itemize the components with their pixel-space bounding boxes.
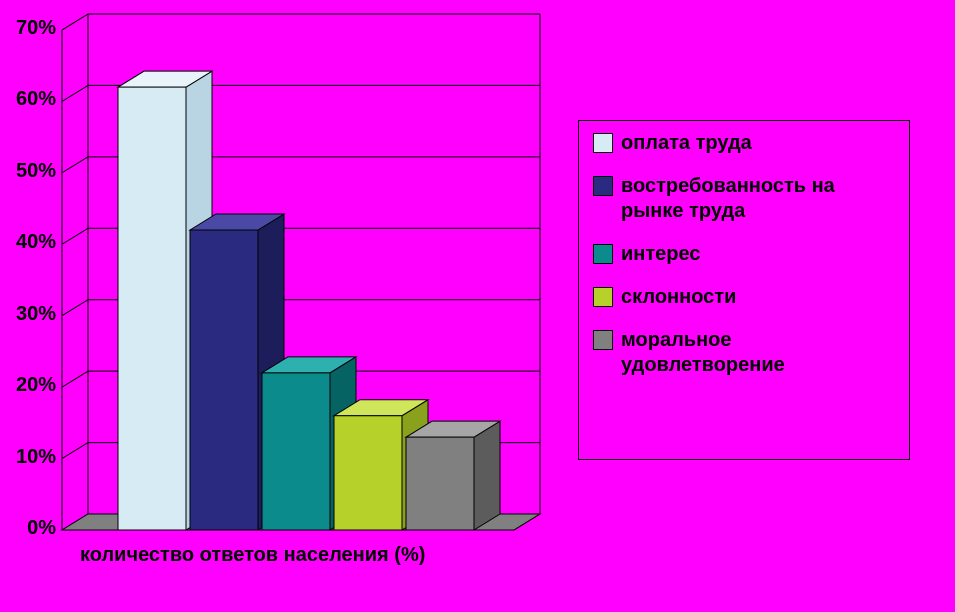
legend-swatch-1 <box>593 176 613 196</box>
legend-item-4: моральное удовлетворение <box>593 328 897 378</box>
legend-swatch-3 <box>593 287 613 307</box>
ytick-70: 70% <box>0 17 56 40</box>
legend-label-2: интерес <box>621 242 701 267</box>
grid-diag-50 <box>62 157 88 173</box>
chart-stage: 0% 10% 20% 30% 40% 50% 60% 70% количество ответо… <box>0 0 955 612</box>
ytick-60: 60% <box>0 88 56 111</box>
legend-swatch-2 <box>593 244 613 264</box>
bar-front-1 <box>190 230 258 530</box>
bar-front-2 <box>262 373 330 530</box>
grid-diag-40 <box>62 228 88 244</box>
legend-item-1: востребованность на рынке труда <box>593 174 897 224</box>
legend-swatch-4 <box>593 330 613 350</box>
ytick-20: 20% <box>0 374 56 397</box>
legend-item-3: склонности <box>593 285 897 310</box>
ytick-0: 0% <box>0 517 56 540</box>
grid-diag-10 <box>62 443 88 459</box>
legend: оплата труда востребованность на рынке тр… <box>578 120 910 460</box>
legend-label-3: склонности <box>621 285 736 310</box>
legend-label-1: востребованность на рынке труда <box>621 174 897 224</box>
top-left-diag <box>62 14 88 30</box>
bar-front-0 <box>118 87 186 530</box>
grid-diag-30 <box>62 300 88 316</box>
ytick-10: 10% <box>0 446 56 469</box>
legend-swatch-0 <box>593 133 613 153</box>
grid-diag-60 <box>62 85 88 101</box>
bar-front-4 <box>406 437 474 530</box>
ytick-30: 30% <box>0 303 56 326</box>
legend-item-0: оплата труда <box>593 131 897 156</box>
xaxis-label: количество ответов населения (%) <box>80 544 425 567</box>
bar-front-3 <box>334 416 402 530</box>
legend-label-4: моральное удовлетворение <box>621 328 897 378</box>
grid-diag-20 <box>62 371 88 387</box>
legend-item-2: интерес <box>593 242 897 267</box>
bar-side-4 <box>474 421 500 530</box>
ytick-40: 40% <box>0 231 56 254</box>
ytick-50: 50% <box>0 160 56 183</box>
legend-label-0: оплата труда <box>621 131 752 156</box>
